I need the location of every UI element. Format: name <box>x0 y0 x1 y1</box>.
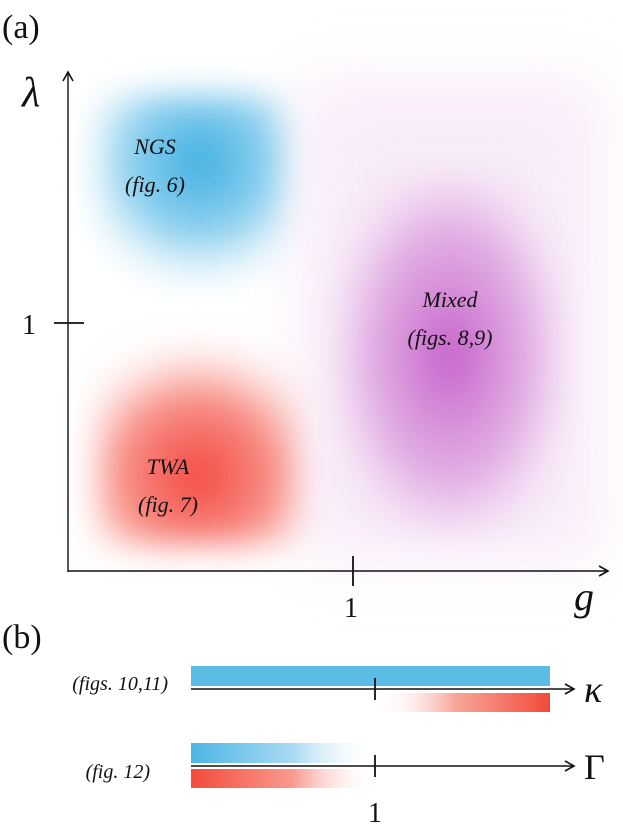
gamma-blue-bar <box>191 743 376 763</box>
kappa-blue-bar <box>191 666 550 686</box>
twa-region <box>95 345 300 545</box>
kappa-red-bar <box>376 693 550 712</box>
twa-label: TWA <box>147 454 190 479</box>
y-tick-label: 1 <box>22 310 36 341</box>
ngs-region <box>95 95 285 285</box>
kappa-label: κ <box>584 669 603 711</box>
gamma-label: Γ <box>584 747 605 787</box>
x-axis-label: g <box>574 574 594 619</box>
gamma-ref: (fig. 12) <box>86 761 151 783</box>
mixed-region <box>300 80 600 560</box>
panel-b-label: (b) <box>2 619 42 656</box>
ngs-ref: (fig. 6) <box>125 172 185 197</box>
panel-a-label: (a) <box>2 9 40 46</box>
panel-b-tick-label: 1 <box>368 798 382 829</box>
x-tick-label: 1 <box>344 593 358 624</box>
mixed-label: Mixed <box>422 287 479 312</box>
mixed-ref: (figs. 8,9) <box>408 325 493 350</box>
kappa-ref: (figs. 10,11) <box>72 673 168 695</box>
y-axis-label: λ <box>20 70 40 116</box>
ngs-label: NGS <box>133 134 176 159</box>
gamma-row: (fig. 12) Γ <box>86 743 605 788</box>
gamma-red-bar <box>191 769 376 788</box>
kappa-row: (figs. 10,11) κ <box>72 666 603 712</box>
twa-ref: (fig. 7) <box>138 492 198 517</box>
